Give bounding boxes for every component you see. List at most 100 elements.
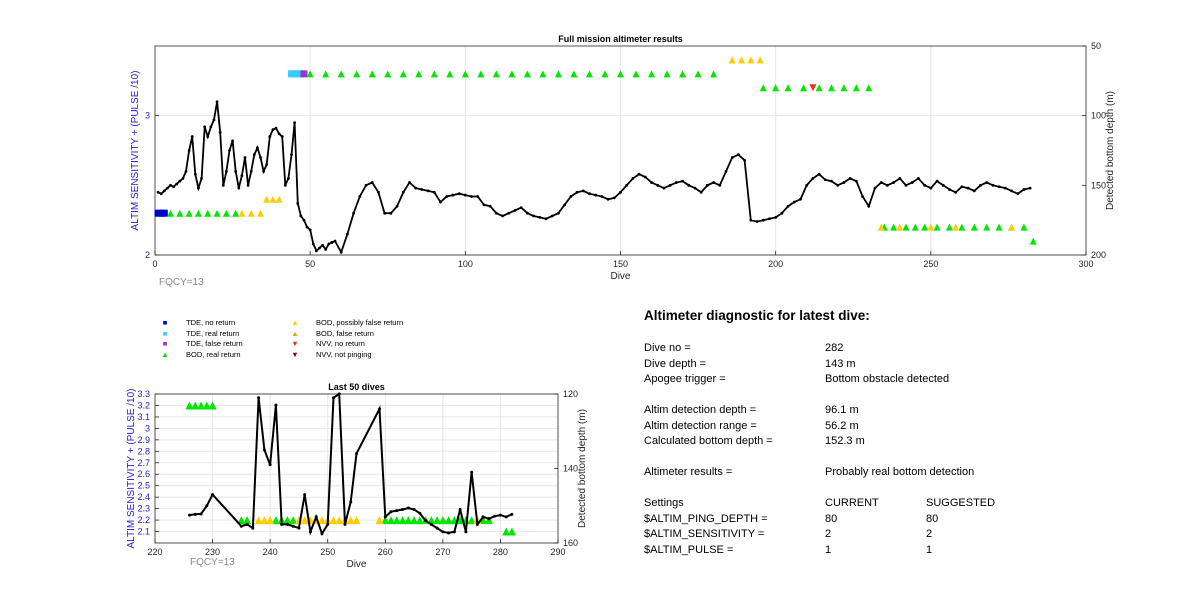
recent-marker-triangle-up <box>398 516 407 525</box>
recent-depth-point <box>245 522 249 526</box>
main-depth-point <box>538 215 542 219</box>
main-depth-point <box>867 204 871 208</box>
diagnostic-row: Dive no = <box>644 342 691 354</box>
main-marker-triangle-up <box>322 70 330 78</box>
recent-y2label: Detected bottom depth (m) <box>577 409 588 528</box>
main-depth-point <box>885 183 889 187</box>
recent-depth-point <box>280 522 284 526</box>
main-depth-point <box>197 186 200 190</box>
recent-marker-triangle-up <box>392 516 401 525</box>
recent-xtick-label: 280 <box>493 547 508 557</box>
main-depth-point <box>1016 192 1020 196</box>
main-depth-point <box>237 186 241 190</box>
main-depth-point <box>960 185 964 189</box>
recent-marker-triangle-up <box>191 401 200 410</box>
main-depth-point <box>544 217 548 221</box>
recent-marker-triangle-up <box>415 516 424 525</box>
recent-xtick-label: 270 <box>435 547 450 557</box>
main-depth-point <box>929 186 933 190</box>
main-marker-triangle-up <box>632 70 640 78</box>
main-marker-triangle-up <box>828 84 836 92</box>
main-depth-point <box>979 183 982 187</box>
main-depth-point <box>218 130 222 134</box>
main-depth-point <box>854 179 858 183</box>
settings-row: 80 <box>825 512 838 525</box>
main-marker-triangle-up <box>756 56 764 64</box>
recent-depth-point <box>389 510 393 514</box>
main-depth-point <box>631 176 635 180</box>
recent-depth-point <box>193 512 197 516</box>
main-marker-triangle-up <box>257 209 265 217</box>
main-depth-point <box>314 249 318 253</box>
main-depth-point <box>600 195 604 198</box>
main-depth-point <box>935 179 939 183</box>
triangle-up-marker-icon: ▲ <box>291 318 299 327</box>
recent-xtick-label: 250 <box>320 547 335 557</box>
settings-header: SUGGESTED <box>926 497 996 509</box>
main-marker-triangle-up <box>663 70 671 78</box>
main-marker-triangle-up <box>337 70 345 78</box>
recent-marker-triangle-up <box>387 516 396 525</box>
main-depth-point <box>268 135 272 138</box>
legend-label: NVV, not pinging <box>316 349 372 359</box>
main-marker-triangle-up <box>877 223 885 231</box>
legend-label: BOD, real return <box>186 349 241 359</box>
recent-marker-triangle-up <box>340 516 349 525</box>
main-depth-point <box>200 176 203 180</box>
main-depth-point <box>228 149 231 152</box>
recent-marker-triangle-up <box>185 401 194 410</box>
main-marker-triangle-up <box>213 209 221 217</box>
main-depth-point <box>470 195 473 198</box>
main-depth-point <box>768 217 771 221</box>
recent-depth-point <box>435 526 439 530</box>
main-marker-triangle-up <box>263 195 271 203</box>
main-depth-point <box>339 250 343 254</box>
recent-y2tick-label: 160 <box>563 538 578 548</box>
recent-marker-triangle-up <box>202 401 211 410</box>
recent-marker-triangle-up <box>254 516 263 525</box>
main-depth-point <box>526 211 529 215</box>
main-depth-point <box>262 170 266 173</box>
recent-marker-triangle-up <box>346 516 355 525</box>
recent-marker-triangle-up <box>375 516 384 525</box>
main-depth-point <box>923 183 927 187</box>
main-depth-point <box>193 172 197 176</box>
triangle-down-marker-icon: ▼ <box>291 339 299 348</box>
main-depth-point <box>786 204 790 208</box>
main-depth-point <box>426 189 430 193</box>
recent-depth-point <box>412 507 416 511</box>
recent-ytick-label: 3.1 <box>137 412 150 422</box>
main-xlabel: Dive <box>610 271 630 282</box>
settings-row: $ALTIM_SENSITIVITY = <box>644 528 765 540</box>
main-depth-point <box>224 170 228 173</box>
legend-label: BOD, possibly false return <box>316 318 404 327</box>
main-depth-point <box>243 156 247 159</box>
main-depth-point <box>414 186 418 190</box>
main-depth-point <box>581 189 585 193</box>
main-depth-point <box>668 183 672 187</box>
main-depth-point <box>346 232 349 236</box>
main-depth-point <box>287 176 290 180</box>
main-depth-point <box>879 181 883 184</box>
main-marker-triangle-up <box>384 70 392 78</box>
main-marker-triangle-up <box>368 70 376 78</box>
main-depth-point <box>494 211 498 215</box>
recent-depth-point <box>314 515 318 519</box>
legend-label: TDE, real return <box>186 328 240 338</box>
recent-group: 220 230 240 250 260 270 280 290 2.1 2.22.3 2.42.5 2… <box>126 382 588 570</box>
main-marker-triangle-up <box>747 56 755 64</box>
main-depth-point <box>805 183 809 187</box>
recent-y2tick-label: 140 <box>563 464 578 474</box>
recent-depth-point <box>475 522 479 526</box>
recent-depth-point <box>337 392 341 396</box>
main-depth-point <box>358 195 362 198</box>
settings-header: CURRENT <box>825 497 879 509</box>
main-depth-point <box>594 193 598 197</box>
main-xtick-label: 50 <box>305 259 315 269</box>
main-depth-point <box>941 183 945 187</box>
legend-label: TDE, false return <box>186 339 243 348</box>
main-depth-point <box>761 218 765 222</box>
recent-marker-triangle-up <box>300 516 309 525</box>
main-xtick-label: 200 <box>768 259 783 269</box>
settings-row: 2 <box>926 528 933 540</box>
